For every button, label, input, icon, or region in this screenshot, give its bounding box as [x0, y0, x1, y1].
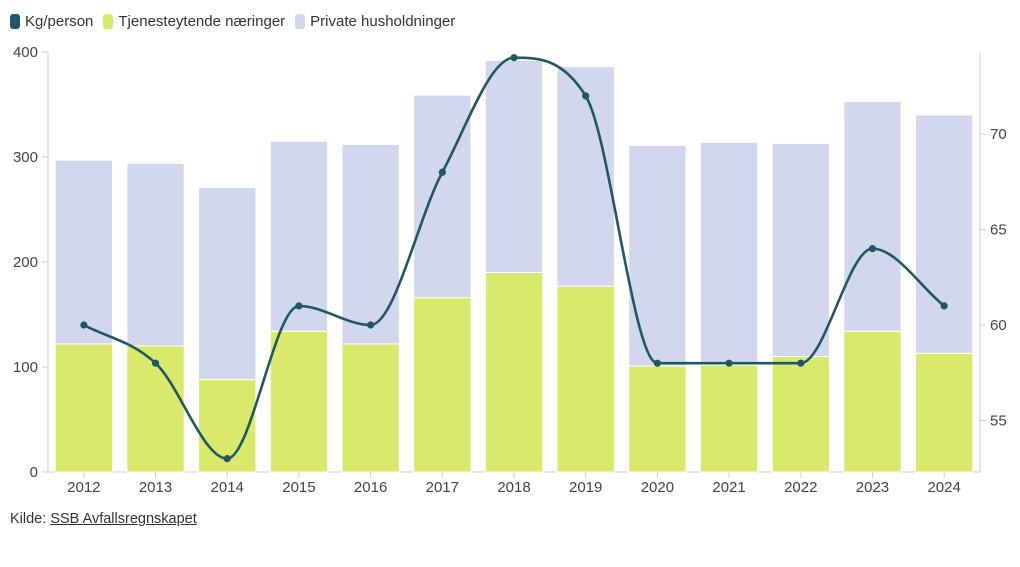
bar-private-2021: [699, 141, 759, 366]
bar-private-2013: [126, 162, 185, 347]
x-tick-label-2024: 2024: [927, 479, 960, 496]
bar-tjenesteytende-2012: [54, 343, 114, 473]
y-left-tick-label: 400: [13, 44, 38, 61]
y-left-tick-label: 0: [30, 464, 38, 481]
point-kg-person-2017: [438, 168, 446, 176]
bar-tjenesteytende-2016: [341, 343, 400, 473]
point-kg-person-2018: [510, 54, 518, 62]
x-tick-label-2023: 2023: [856, 479, 889, 496]
legend-item-tjenesteytende[interactable]: Tjenesteytende næringer: [103, 13, 285, 30]
bar-tjenesteytende-2015: [269, 330, 329, 473]
legend: Kg/person Tjenesteytende næringer Privat…: [10, 10, 455, 32]
y-right-tick-label: 60: [990, 317, 1007, 334]
y-right-tick-label: 55: [990, 412, 1007, 429]
source-prefix: Kilde:: [10, 511, 51, 527]
point-kg-person-2020: [653, 359, 661, 367]
point-kg-person-2012: [80, 321, 88, 329]
legend-label-tjenesteytende: Tjenesteytende næringer: [118, 12, 286, 30]
x-tick-label-2019: 2019: [569, 479, 602, 496]
legend-swatch-private: [295, 13, 306, 29]
y-right-tick-label: 65: [990, 222, 1007, 239]
bar-private-2019: [556, 66, 615, 287]
bar-private-2016: [341, 143, 400, 345]
bar-private-2020: [628, 144, 687, 367]
x-tick-label-2021: 2021: [712, 479, 745, 496]
point-kg-person-2013: [151, 359, 160, 367]
legend-label-kg-person: Kg/person: [25, 12, 94, 30]
x-tick-label-2013: 2013: [139, 479, 172, 496]
point-kg-person-2024: [940, 302, 948, 310]
y-right-tick-label: 70: [990, 126, 1007, 143]
x-tick-label-2017: 2017: [426, 479, 459, 496]
bar-private-2022: [771, 142, 830, 357]
bar-tjenesteytende-2018: [484, 272, 544, 473]
bar-tjenesteytende-2023: [843, 330, 902, 473]
bar-private-2018: [484, 59, 544, 274]
bar-private-2024: [914, 114, 974, 354]
legend-item-private[interactable]: Private husholdninger: [295, 13, 455, 30]
point-kg-person-2023: [868, 245, 877, 253]
bar-tjenesteytende-2019: [556, 285, 615, 473]
bar-private-2012: [54, 159, 114, 345]
legend-label-private: Private husholdninger: [310, 12, 456, 30]
x-tick-label-2016: 2016: [354, 479, 387, 496]
point-kg-person-2015: [295, 302, 303, 310]
x-tick-label-2015: 2015: [282, 479, 315, 496]
y-left-tick-label: 300: [13, 149, 38, 166]
legend-swatch-tjenesteytende: [103, 13, 114, 29]
bar-private-2014: [198, 186, 257, 381]
bar-private-2023: [843, 100, 902, 332]
legend-swatch-kg-person: [10, 13, 20, 29]
point-kg-person-2021: [725, 359, 733, 367]
bar-tjenesteytende-2022: [771, 356, 830, 473]
bar-private-2017: [413, 94, 472, 299]
y-left-tick-label: 100: [13, 359, 38, 376]
point-kg-person-2019: [582, 92, 590, 100]
point-kg-person-2014: [223, 455, 231, 463]
source-link[interactable]: SSB Avfallsregnskapet: [50, 511, 197, 527]
legend-item-kg-person[interactable]: Kg/person: [10, 13, 93, 30]
y-left-tick-label: 200: [13, 254, 38, 271]
point-kg-person-2016: [367, 321, 375, 329]
x-tick-label-2020: 2020: [641, 479, 674, 496]
point-kg-person-2022: [797, 359, 805, 367]
x-tick-label-2014: 2014: [211, 479, 244, 496]
x-tick-label-2022: 2022: [784, 479, 817, 496]
bar-tjenesteytende-2021: [699, 364, 759, 473]
x-tick-label-2018: 2018: [497, 479, 530, 496]
bar-private-2015: [269, 140, 329, 332]
x-tick-label-2012: 2012: [67, 479, 100, 496]
source-line: Kilde: SSB Avfallsregnskapet: [10, 511, 197, 527]
bar-tjenesteytende-2017: [413, 297, 472, 473]
bar-tjenesteytende-2020: [628, 365, 687, 473]
bar-tjenesteytende-2024: [914, 352, 974, 473]
